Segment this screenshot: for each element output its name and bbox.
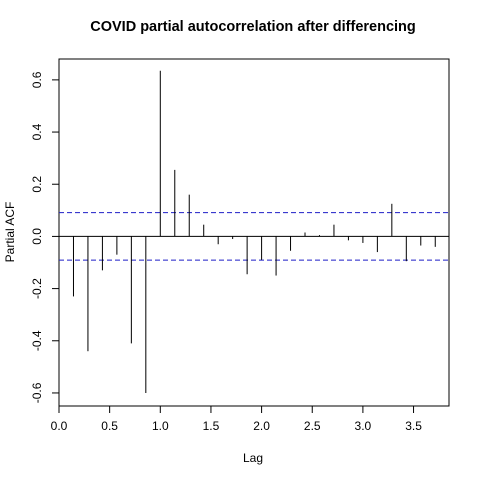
x-axis-label: Lag [243,451,263,465]
y-tick-label: 0.4 [30,123,44,140]
pacf-bars [72,70,436,393]
x-axis: 0.0 0.5 1.0 1.5 2.0 2.5 3.0 3.5 [51,405,422,433]
x-tick-label: 3.5 [405,419,422,433]
x-tick-label: 2.5 [304,419,321,433]
plot-frame [58,58,450,407]
x-tick-label: 3.0 [355,419,372,433]
y-tick-label: 0.2 [30,176,44,193]
x-tick-label: 0.0 [51,419,68,433]
x-tick-label: 1.0 [152,419,169,433]
y-axis-label: Partial ACF [3,202,17,263]
y-tick-label: 0.6 [30,71,44,88]
y-tick-label: 0.0 [30,228,44,245]
x-tick-label: 0.5 [101,419,118,433]
y-tick-label: -0.2 [30,278,44,299]
x-tick-label: 1.5 [203,419,220,433]
x-tick-label: 2.0 [253,419,270,433]
confidence-bounds [59,212,449,261]
y-axis: -0.6 -0.4 -0.2 0.0 0.2 0.4 0.6 [30,71,60,403]
chart-title: COVID partial autocorrelation after diff… [90,19,416,35]
y-tick-label: -0.4 [30,330,44,351]
y-tick-label: -0.6 [30,382,44,403]
